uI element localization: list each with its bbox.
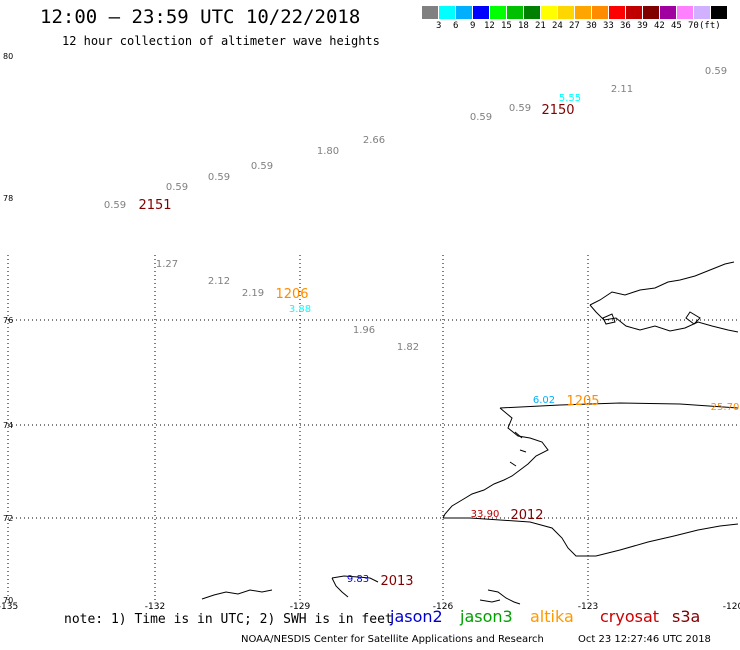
lat-lon-grid: [7, 255, 738, 602]
map-subtitle: 12 hour collection of altimeter wave hei…: [62, 34, 380, 48]
track-label: 2150: [541, 103, 574, 118]
color-scale-label: 42: [654, 21, 665, 31]
color-scale-label: 6: [453, 21, 459, 31]
color-swatch: [524, 6, 541, 19]
legend-jason2: jason2: [390, 607, 443, 626]
color-swatch: [626, 6, 643, 19]
footer-credit: NOAA/NESDIS Center for Satellite Applica…: [241, 634, 544, 645]
track-label: 2013: [380, 574, 413, 589]
legend-altika: altika: [530, 607, 574, 626]
lon-label: -120: [723, 602, 740, 612]
color-scale-label: 12: [484, 21, 495, 31]
lat-label: 76: [3, 316, 13, 325]
track-label: 2151: [138, 198, 171, 213]
color-swatch: [541, 6, 558, 19]
wave-height-value: 0.59: [705, 66, 727, 77]
legend-jason3: jason3: [460, 607, 513, 626]
wave-height-value: 25.70: [711, 402, 740, 413]
track-label: 1205: [566, 394, 599, 409]
color-swatch: [439, 6, 456, 19]
wave-height-value: 3.88: [289, 304, 311, 315]
wave-height-value: 2.19: [242, 288, 264, 299]
color-scale-label: 45: [671, 21, 682, 31]
wave-height-value: 0.59: [251, 161, 273, 172]
lon-label: -132: [145, 602, 165, 612]
color-scale-label: (ft): [699, 21, 721, 31]
color-scale-label: 39: [637, 21, 648, 31]
color-swatch: [694, 6, 711, 19]
lat-label: 74: [3, 421, 13, 430]
wave-height-value: 33.90: [471, 509, 500, 520]
color-swatch: [456, 6, 473, 19]
wave-height-value: 0.59: [208, 172, 230, 183]
lon-label: -123: [578, 602, 598, 612]
wave-height-value: 1.27: [156, 259, 178, 270]
wave-height-value: 2.66: [363, 135, 385, 146]
color-scale-bar: [422, 6, 728, 19]
wave-height-value: 1.80: [317, 146, 339, 157]
color-swatch: [575, 6, 592, 19]
map-title: 12:00 – 23:59 UTC 10/22/2018: [40, 6, 361, 28]
wave-height-values: 0.59 2.11 5.55 0.59 0.59 2.66 1.80 0.59 0.59 0.59…: [104, 66, 739, 585]
note-text: note: 1) Time is in UTC; 2) SWH is in fe…: [64, 612, 393, 627]
wave-height-value: 1.82: [397, 342, 419, 353]
color-swatch: [711, 6, 728, 19]
color-scale-label: 21: [535, 21, 546, 31]
color-swatch: [660, 6, 677, 19]
legend-cryosat: cryosat: [600, 607, 660, 626]
color-scale-label: 70: [688, 21, 699, 31]
wave-height-value: 9.83: [347, 574, 369, 585]
color-swatch: [558, 6, 575, 19]
color-scale-label: 27: [569, 21, 580, 31]
color-scale-label: 9: [470, 21, 476, 31]
legend-s3a: s3a: [672, 607, 701, 626]
wave-height-value: 2.11: [611, 84, 633, 95]
track-labels: 2150 2151 1206 1205 2012 2013: [138, 103, 599, 589]
color-swatch: [422, 6, 439, 19]
wave-height-value: 0.59: [166, 182, 188, 193]
color-scale-label: 33: [603, 21, 614, 31]
color-swatch: [592, 6, 609, 19]
wave-height-value: 0.59: [509, 103, 531, 114]
color-swatch: [677, 6, 694, 19]
color-scale-label: 18: [518, 21, 529, 31]
track-label: 2012: [510, 508, 543, 523]
lon-label: -135: [0, 602, 18, 612]
lat-label: 78: [3, 194, 13, 203]
wave-height-value: 0.59: [104, 200, 126, 211]
color-swatch: [609, 6, 626, 19]
lon-label: -126: [433, 602, 454, 612]
wave-height-value: 1.96: [353, 325, 375, 336]
lon-label: -129: [290, 602, 311, 612]
lat-label: 72: [3, 514, 13, 523]
wave-height-value: 5.55: [559, 93, 581, 104]
wave-height-value: 6.02: [533, 395, 555, 406]
color-swatch: [473, 6, 490, 19]
color-swatch: [507, 6, 524, 19]
color-scale-label: 30: [586, 21, 597, 31]
color-scale-label: 15: [501, 21, 512, 31]
lat-label: 70: [3, 596, 13, 605]
track-label: 1206: [275, 287, 308, 302]
color-swatch: [490, 6, 507, 19]
wave-height-value: 0.59: [470, 112, 492, 123]
coastline: [201, 261, 739, 605]
axis-labels: 80 78 76 74 72 70-135 -132 -129 -126 -123 -120: [0, 52, 740, 612]
footer-timestamp: Oct 23 12:27:46 UTC 2018: [578, 634, 711, 645]
color-scale-label: 24: [552, 21, 563, 31]
color-scale-label: 36: [620, 21, 631, 31]
color-swatch: [643, 6, 660, 19]
lat-label: 80: [3, 52, 13, 61]
wave-height-value: 2.12: [208, 276, 230, 287]
color-scale-label: 3: [436, 21, 442, 31]
